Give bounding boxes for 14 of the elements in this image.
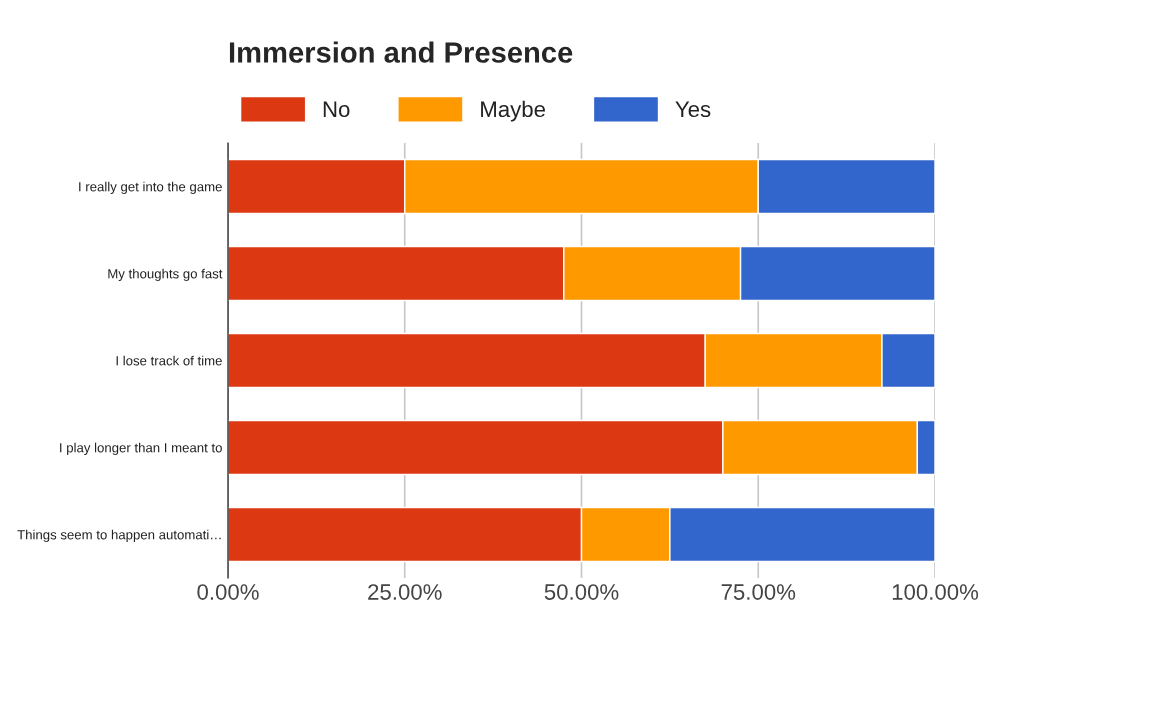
y-tick-label: Things seem to happen automati… <box>17 529 221 543</box>
legend-label: Maybe <box>481 100 546 122</box>
x-tick-label: 50.00% <box>544 584 619 600</box>
y-tick-label: I play longer than I meant to <box>60 442 222 456</box>
x-tick-label: 0.00% <box>197 584 259 600</box>
x-tick-label: 75.00% <box>721 584 796 600</box>
chart-title: Immersion and Presence <box>229 41 573 63</box>
x-tick-label: 25.00% <box>368 584 442 600</box>
legend-label: Yes <box>675 101 711 118</box>
x-tick-label: 100.00% <box>892 584 979 600</box>
y-tick-label: I lose track of time <box>116 355 222 366</box>
legend-label: No <box>323 101 350 118</box>
y-tick-label: My thoughts go fast <box>108 268 223 282</box>
y-tick-label: I really get into the game <box>79 181 222 195</box>
